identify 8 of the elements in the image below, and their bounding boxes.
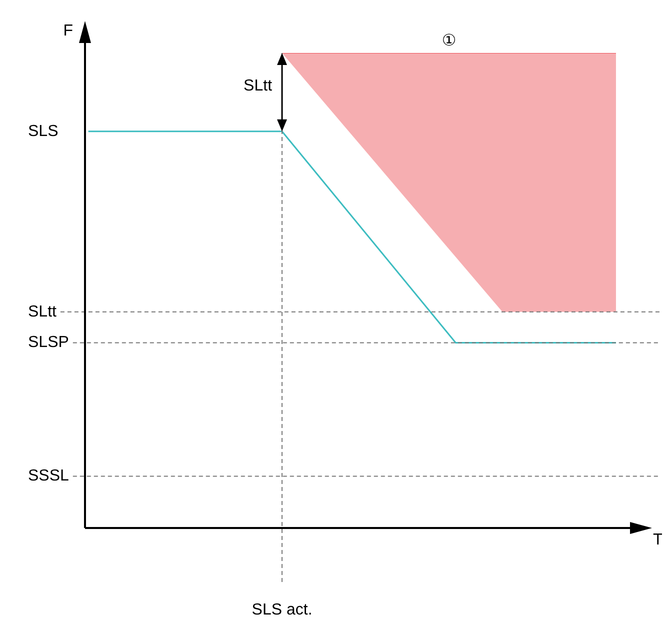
ref-line-label: SLSP (28, 334, 69, 352)
text: ① (442, 32, 456, 50)
y-axis-title: F (63, 22, 74, 40)
text: SLS act. (252, 601, 312, 618)
ref-line-label: SSSL (28, 468, 70, 485)
annotation: SLtt (244, 78, 273, 95)
text: SLS (28, 122, 58, 140)
ref-line-label: SLtt (28, 303, 58, 320)
